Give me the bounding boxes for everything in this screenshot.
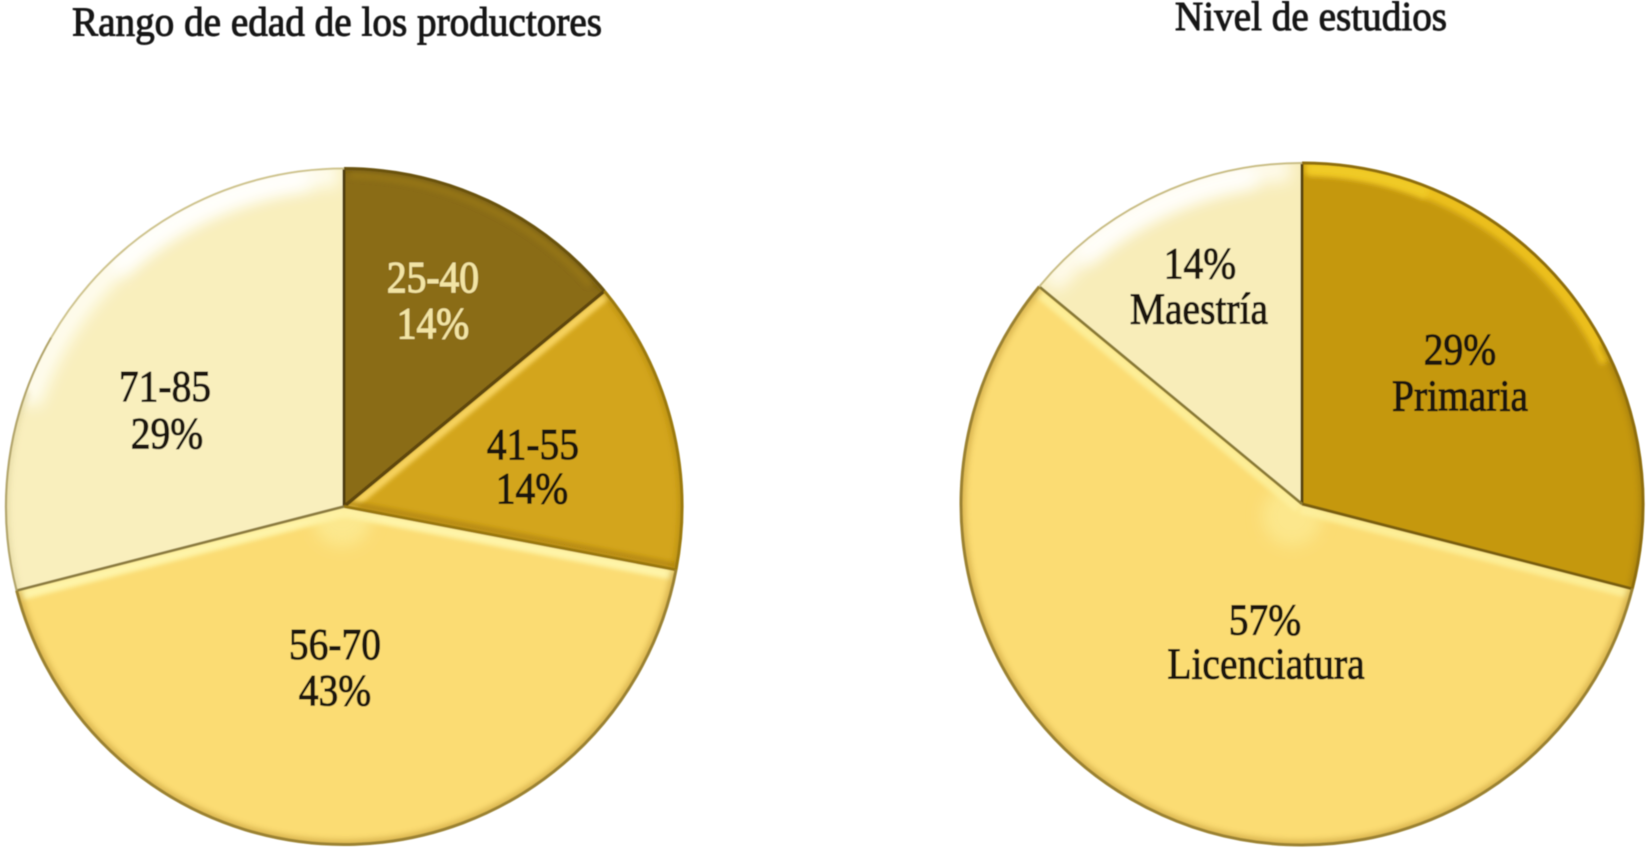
svg-text:14%: 14% bbox=[397, 300, 469, 349]
svg-text:25-40: 25-40 bbox=[387, 254, 479, 303]
svg-text:29%: 29% bbox=[1424, 326, 1496, 375]
svg-text:Rango de edad de los productor: Rango de edad de los productores bbox=[72, 0, 602, 45]
svg-text:56-70: 56-70 bbox=[289, 621, 381, 670]
svg-text:14%: 14% bbox=[496, 465, 568, 514]
svg-text:57%: 57% bbox=[1229, 597, 1301, 646]
svg-text:71-85: 71-85 bbox=[119, 363, 211, 412]
svg-text:14%: 14% bbox=[1164, 240, 1236, 289]
svg-text:29%: 29% bbox=[131, 410, 203, 459]
svg-text:43%: 43% bbox=[299, 667, 371, 716]
svg-text:Maestría: Maestría bbox=[1130, 286, 1269, 335]
svg-text:Primaria: Primaria bbox=[1392, 373, 1528, 422]
svg-text:Nivel de estudios: Nivel de estudios bbox=[1175, 0, 1447, 39]
svg-text:Licenciatura: Licenciatura bbox=[1167, 641, 1365, 690]
svg-text:41-55: 41-55 bbox=[487, 421, 579, 470]
